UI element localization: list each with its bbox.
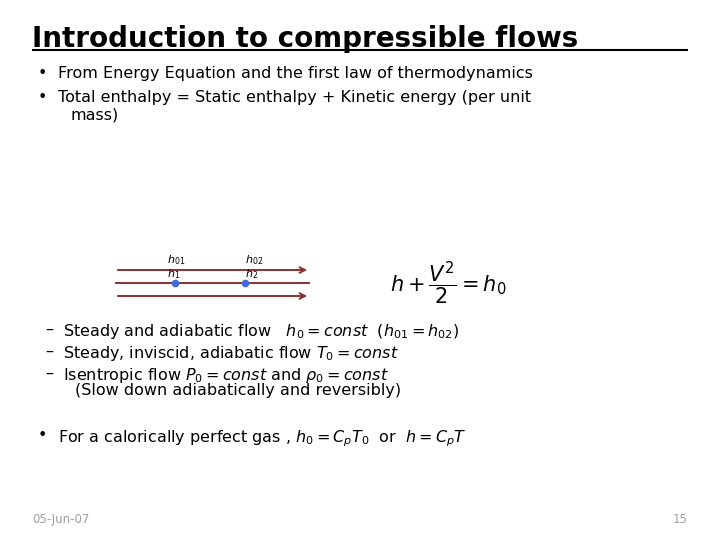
Text: $h + \dfrac{V^2}{2} = h_0$: $h + \dfrac{V^2}{2} = h_0$ [390, 259, 506, 307]
Text: Steady and adiabatic flow   $h_0 = const$  $(h_{01} = h_{02})$: Steady and adiabatic flow $h_0 = const$ … [63, 322, 459, 341]
Text: (Slow down adiabatically and reversibly): (Slow down adiabatically and reversibly) [75, 383, 401, 398]
Text: $h_{01}$: $h_{01}$ [167, 253, 185, 267]
Text: From Energy Equation and the first law of thermodynamics: From Energy Equation and the first law o… [58, 66, 533, 81]
Text: mass): mass) [70, 107, 118, 122]
Text: For a calorically perfect gas , $h_0 = C_pT_0$  or  $h = C_p T$: For a calorically perfect gas , $h_0 = C… [58, 428, 467, 449]
Text: 15: 15 [673, 513, 688, 526]
Text: Isentropic flow $P_0 = const$ and $\rho_0 = const$: Isentropic flow $P_0 = const$ and $\rho_… [63, 366, 389, 385]
Text: Steady, inviscid, adiabatic flow $T_0 = const$: Steady, inviscid, adiabatic flow $T_0 = … [63, 344, 399, 363]
Text: •: • [38, 66, 48, 81]
Text: $h_2$: $h_2$ [245, 267, 258, 281]
Text: –: – [45, 344, 53, 359]
Text: 05-Jun-07: 05-Jun-07 [32, 513, 89, 526]
Text: $h_{02}$: $h_{02}$ [245, 253, 263, 267]
Text: •: • [38, 90, 48, 105]
Text: Introduction to compressible flows: Introduction to compressible flows [32, 25, 578, 53]
Text: Total enthalpy = Static enthalpy + Kinetic energy (per unit: Total enthalpy = Static enthalpy + Kinet… [58, 90, 531, 105]
Text: –: – [45, 322, 53, 337]
Text: $h_1$: $h_1$ [167, 267, 180, 281]
Text: •: • [38, 428, 48, 443]
Text: –: – [45, 366, 53, 381]
